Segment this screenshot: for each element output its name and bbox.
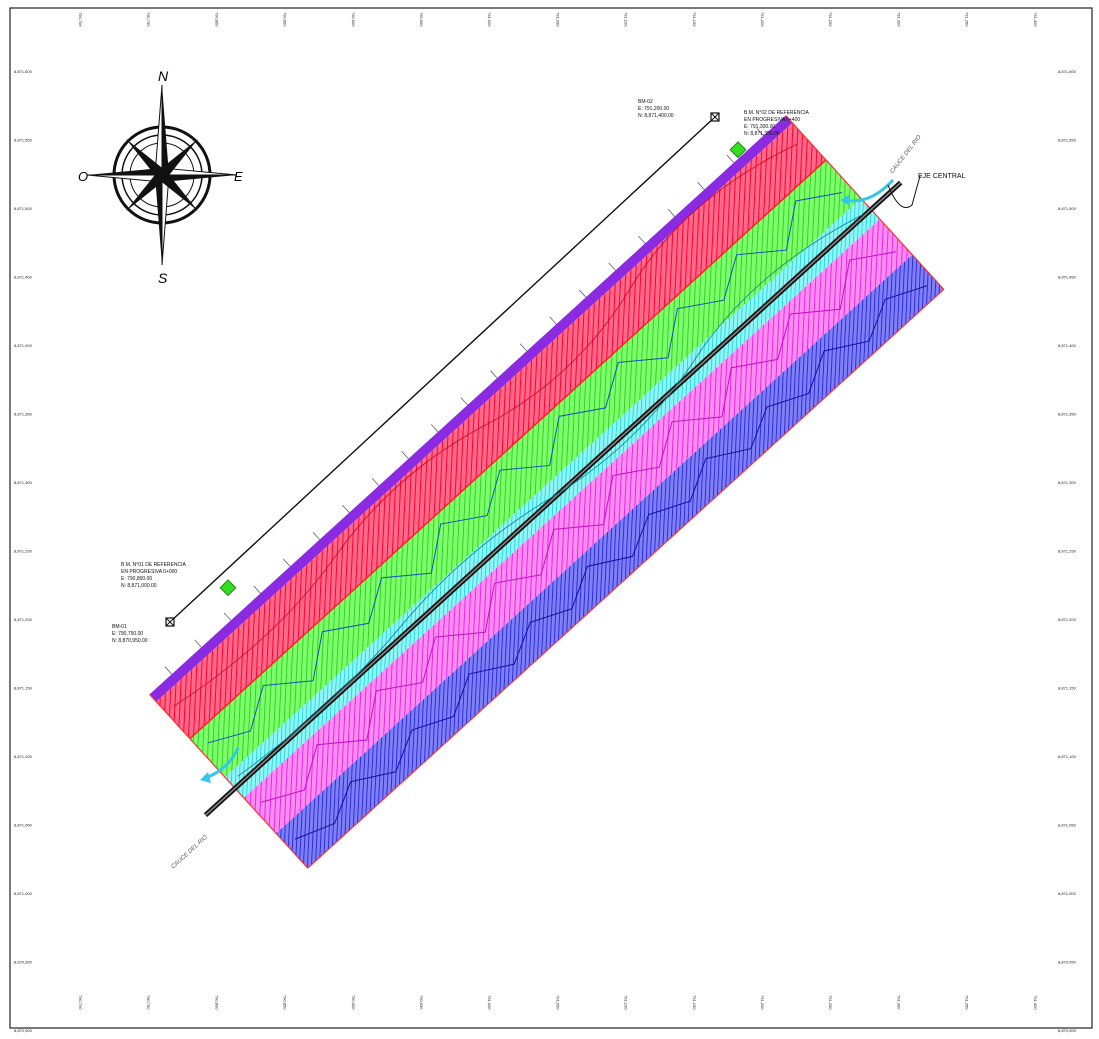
left-tick-label: 8,871,350 — [14, 412, 33, 417]
right-tick-label: 8,871,100 — [1058, 754, 1077, 759]
bottom-coordinate-ticks: 790,700 790,750 790,800 790,850 790,900 790,9… — [78, 995, 1038, 1010]
left-tick-label: 8,871,300 — [14, 480, 33, 485]
eje-central-label: EJE CENTRAL — [918, 173, 966, 180]
right-tick-label: 8,871,600 — [1058, 69, 1077, 74]
top-tick-label: 791,400 — [1033, 12, 1038, 27]
bm-top-line2: EN PROGRESIVA 0+400 — [744, 117, 800, 123]
top-tick-label: 791,100 — [624, 12, 629, 27]
bottom-tick-label: 790,800 — [214, 995, 219, 1010]
top-tick-label: 791,300 — [896, 12, 901, 27]
point-bottom-e: E: 790,750.00 — [112, 631, 143, 637]
right-tick-label: 8,871,200 — [1058, 617, 1077, 622]
left-tick-label: 8,871,600 — [14, 69, 33, 74]
bottom-tick-label: 791,050 — [555, 995, 560, 1010]
compass-east: E — [234, 169, 243, 184]
top-tick-label: 790,800 — [214, 12, 219, 27]
bottom-tick-label: 790,900 — [351, 995, 356, 1010]
right-tick-label: 8,871,150 — [1058, 686, 1077, 691]
bottom-tick-label: 791,350 — [965, 995, 970, 1010]
bm-bottom-line2: EN PROGRESIVA 0+000 — [121, 569, 177, 575]
top-tick-label: 791,200 — [760, 12, 765, 27]
bm-top-e: E: 791,300.00 — [744, 124, 775, 130]
left-coordinate-ticks: 8,871,600 8,871,550 8,871,500 8,871,450 8,87… — [14, 69, 33, 1033]
left-tick-label: 8,871,000 — [14, 891, 33, 896]
right-tick-label: 8,871,050 — [1058, 823, 1077, 828]
top-tick-label: 791,000 — [487, 12, 492, 27]
right-tick-label: 8,871,350 — [1058, 412, 1077, 417]
left-tick-label: 8,871,100 — [14, 754, 33, 759]
top-tick-label: 790,950 — [419, 12, 424, 27]
top-tick-label: 791,250 — [828, 12, 833, 27]
bottom-tick-label: 791,400 — [1033, 995, 1038, 1010]
top-tick-label: 790,700 — [78, 12, 83, 27]
bottom-tick-label: 791,300 — [896, 995, 901, 1010]
top-tick-label: 791,150 — [692, 12, 697, 27]
bm-top-n: N: 8,871,350.00 — [744, 131, 780, 137]
bottom-tick-label: 791,200 — [760, 995, 765, 1010]
top-tick-label: 791,350 — [965, 12, 970, 27]
left-tick-label: 8,871,150 — [14, 686, 33, 691]
top-coordinate-ticks: 790,700 790,750 790,800 790,850 790,900 790,9… — [78, 12, 1038, 27]
bottom-tick-label: 790,750 — [146, 995, 151, 1010]
left-tick-label: 8,871,200 — [14, 617, 33, 622]
bottom-tick-label: 790,700 — [78, 995, 83, 1010]
top-tick-label: 791,050 — [555, 12, 560, 27]
compass-south: S — [158, 270, 168, 286]
left-tick-label: 8,871,550 — [14, 138, 33, 143]
top-tick-label: 790,750 — [146, 12, 151, 27]
bottom-tick-label: 790,950 — [419, 995, 424, 1010]
right-tick-label: 8,871,550 — [1058, 138, 1077, 143]
right-tick-label: 8,871,300 — [1058, 480, 1077, 485]
right-tick-label: 8,871,250 — [1058, 549, 1077, 554]
point-top-n: N: 8,871,400.00 — [638, 113, 674, 119]
right-tick-label: 8,871,400 — [1058, 343, 1077, 348]
point-top-title: BM-02 — [638, 99, 653, 105]
right-tick-label: 8,871,500 — [1058, 206, 1077, 211]
north-arrow-compass: N S E O — [78, 68, 243, 286]
bottom-tick-label: 791,250 — [828, 995, 833, 1010]
bm-bottom-e: E: 790,800.00 — [121, 576, 152, 582]
right-tick-label: 8,871,000 — [1058, 891, 1077, 896]
left-tick-label: 8,871,500 — [14, 206, 33, 211]
bm-bottom-n: N: 8,871,000.00 — [121, 583, 157, 589]
left-tick-label: 8,871,450 — [14, 275, 33, 280]
bm-top-title: B.M. N°02 DE REFERENCIA — [744, 110, 809, 116]
bm-bottom-title: B.M. N°01 DE REFERENCIA — [121, 562, 186, 568]
cauce-label-bottom: CAUCE DEL RIO — [170, 834, 209, 870]
left-tick-label: 8,870,950 — [14, 960, 33, 965]
left-tick-label: 8,871,400 — [14, 343, 33, 348]
top-tick-label: 790,850 — [283, 12, 288, 27]
bottom-tick-label: 790,850 — [283, 995, 288, 1010]
point-bottom-title: BM-01 — [112, 624, 127, 630]
left-tick-label: 8,870,900 — [14, 1028, 33, 1033]
point-top-e: E: 791,200.00 — [638, 106, 669, 112]
right-tick-label: 8,870,900 — [1058, 1028, 1077, 1033]
bm-bottom-marker — [220, 580, 236, 596]
compass-north: N — [158, 68, 169, 84]
left-tick-label: 8,871,050 — [14, 823, 33, 828]
bottom-tick-label: 791,000 — [487, 995, 492, 1010]
right-tick-label: 8,871,450 — [1058, 275, 1077, 280]
bottom-tick-label: 791,150 — [692, 995, 697, 1010]
point-bottom-n: N: 8,870,950.00 — [112, 638, 148, 644]
right-tick-label: 8,870,950 — [1058, 960, 1077, 965]
left-tick-label: 8,871,250 — [14, 549, 33, 554]
compass-west: O — [78, 169, 88, 184]
bottom-tick-label: 791,100 — [624, 995, 629, 1010]
right-coordinate-ticks: 8,871,600 8,871,550 8,871,500 8,871,450 8,87… — [1058, 69, 1077, 1033]
cauce-label-top: CAUCE DEL RIO — [889, 134, 922, 175]
top-tick-label: 790,900 — [351, 12, 356, 27]
